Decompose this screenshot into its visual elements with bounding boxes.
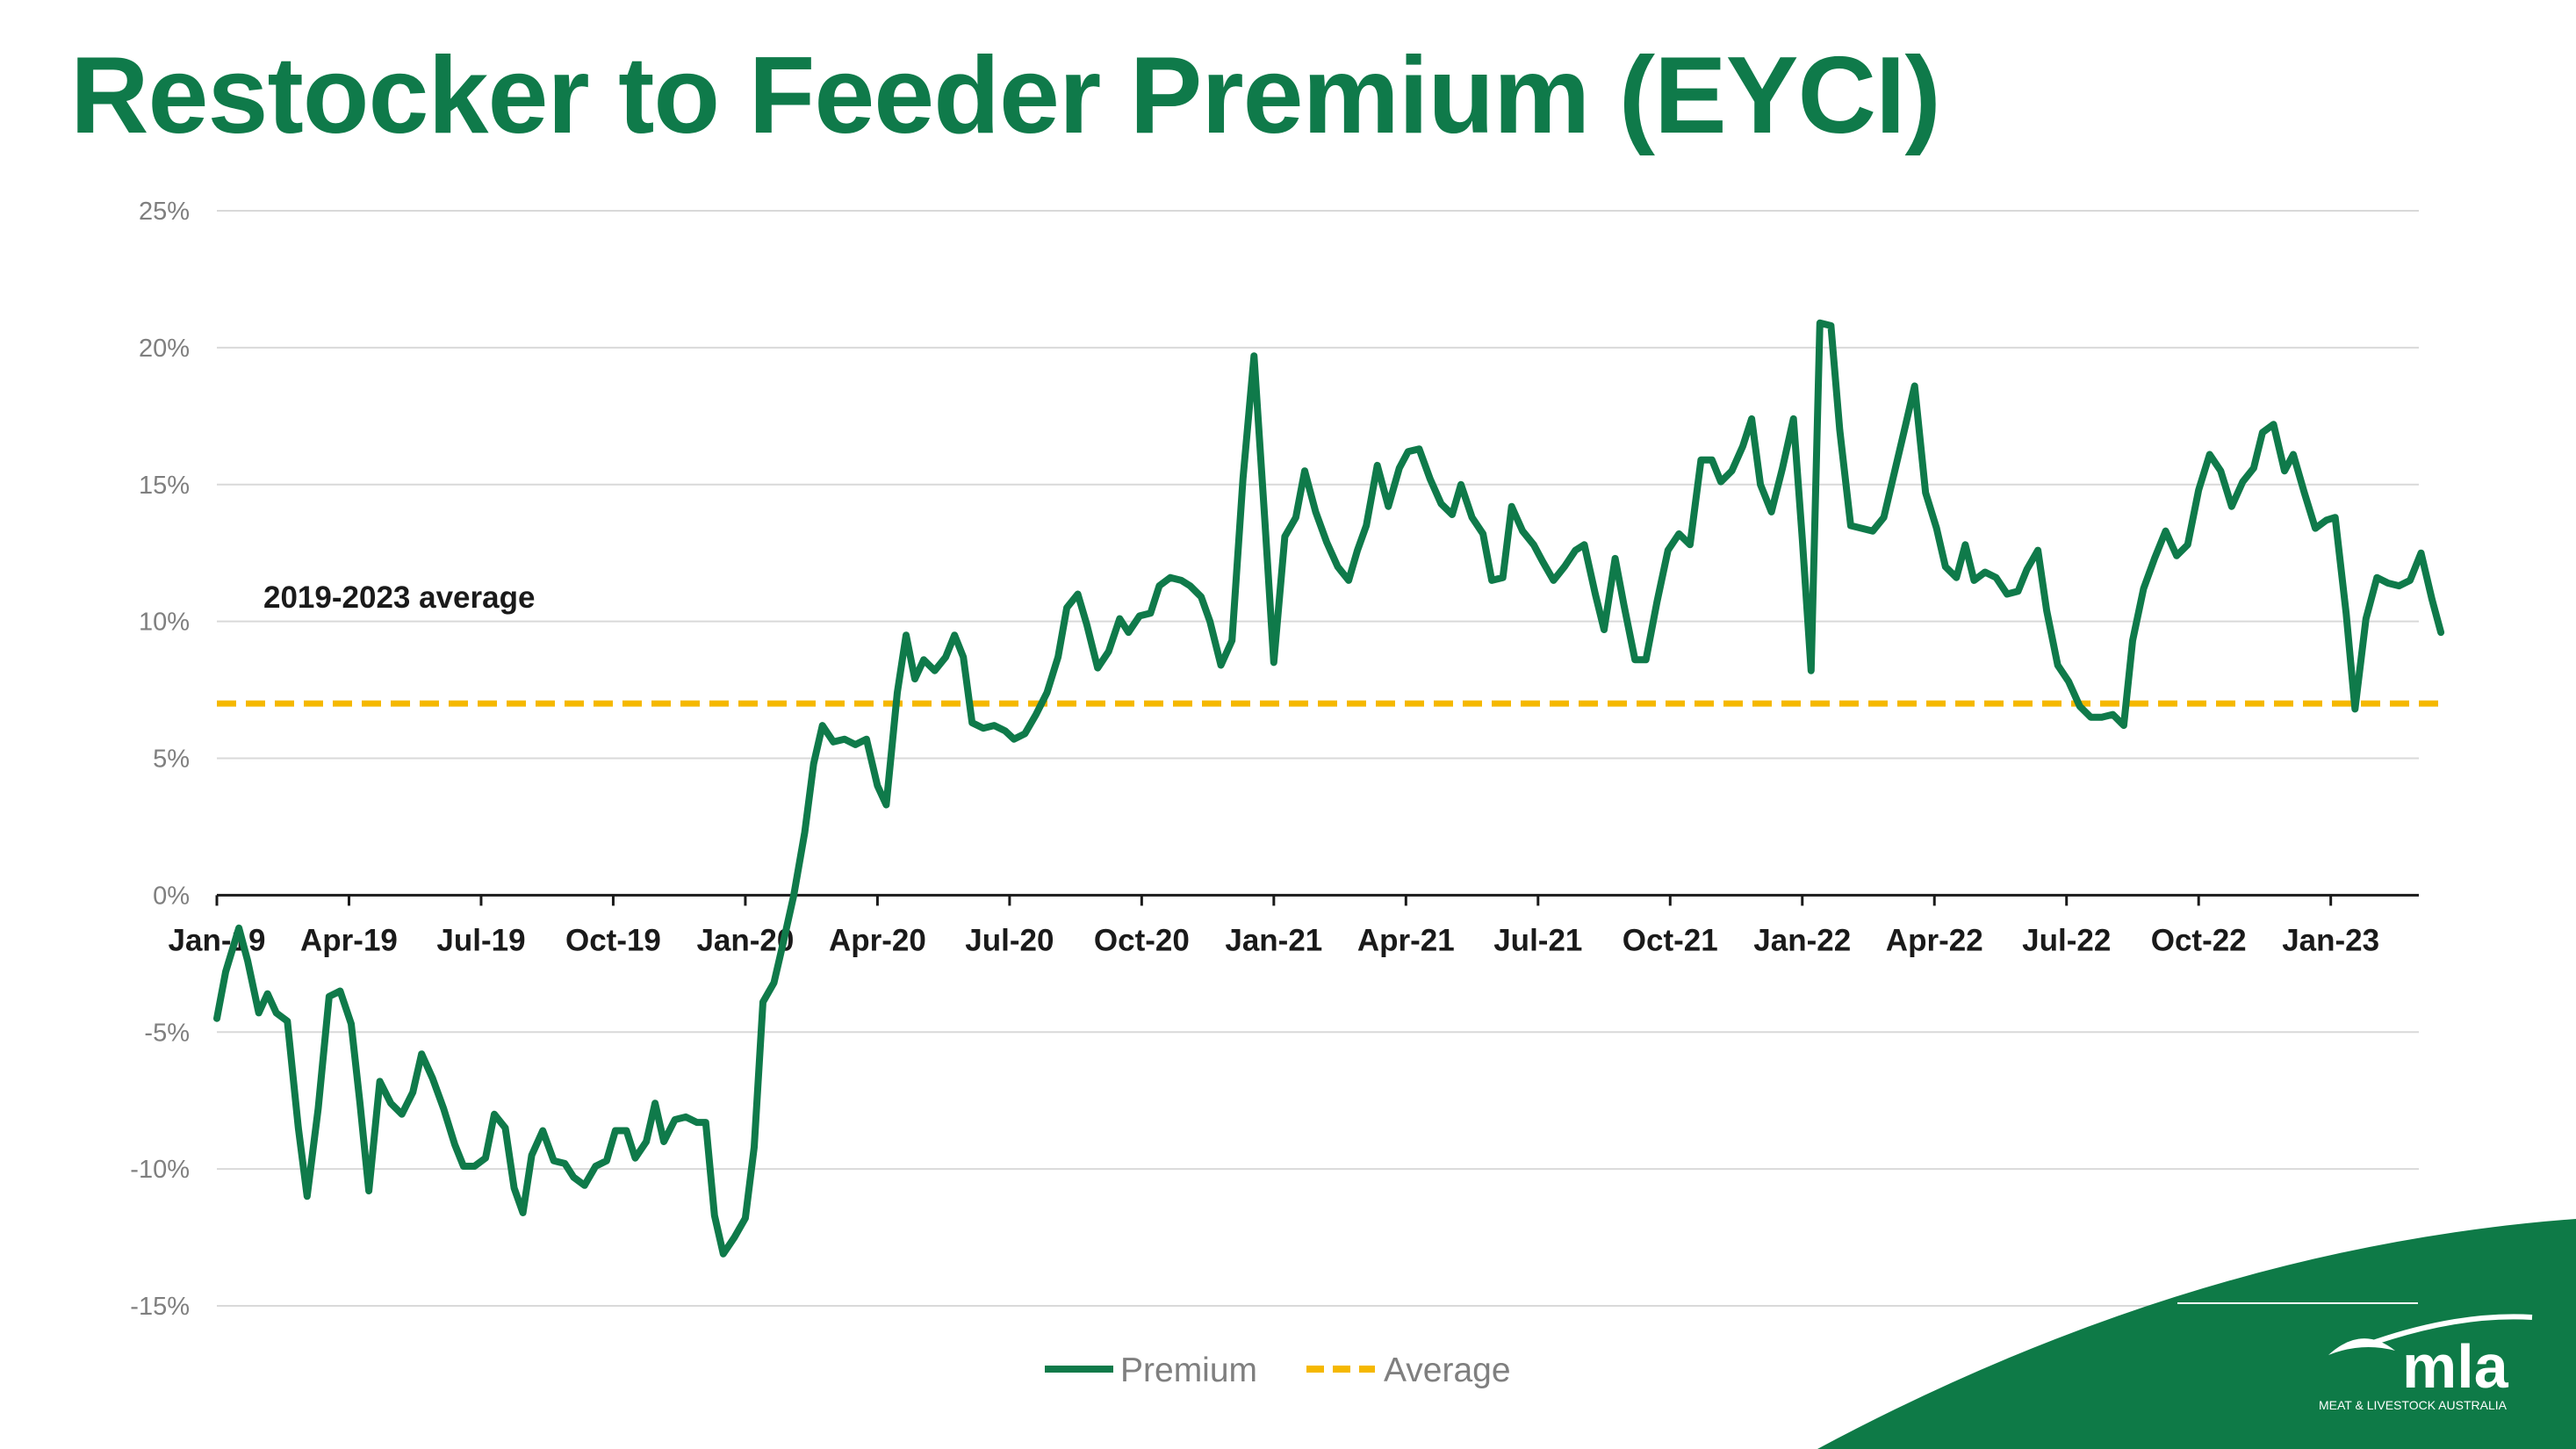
- x-tick-label: Oct-22: [2151, 923, 2247, 957]
- y-tick-label: 10%: [139, 609, 190, 637]
- logo-tagline: MEAT & LIVESTOCK AUSTRALIA: [2319, 1398, 2508, 1412]
- y-tick-label: 15%: [139, 472, 190, 500]
- grid-lines: [217, 210, 2419, 1307]
- y-tick-label: 25%: [139, 198, 190, 226]
- y-tick-label: -5%: [144, 1019, 190, 1047]
- x-tick-label: Jan-23: [2282, 923, 2379, 957]
- series-layer: [213, 319, 2445, 1258]
- x-tick-label: Jul-19: [436, 923, 525, 957]
- y-tick-label: 20%: [139, 335, 190, 363]
- x-tick-label: Oct-19: [565, 923, 661, 957]
- x-tick-label: Jul-22: [2022, 923, 2111, 957]
- average-annotation: 2019-2023 average: [263, 580, 535, 615]
- x-tick-label: Jan-19: [169, 923, 266, 957]
- slide-title: Restocker to Feeder Premium (EYCI): [70, 35, 1941, 156]
- legend-premium-label: Premium: [1120, 1352, 1257, 1389]
- x-tick-label: Oct-21: [1623, 923, 1718, 957]
- x-tick-label: Apr-20: [829, 923, 926, 957]
- x-tick-label: Jan-22: [1753, 923, 1851, 957]
- x-tick-label: Apr-22: [1886, 923, 1983, 957]
- logo-swoosh: [1817, 1219, 2576, 1449]
- y-axis-ticks: 25% 20% 15% 10% 5% 0% -5% -10% -15%: [130, 198, 190, 1321]
- x-axis-ticks: Jan-19 Apr-19 Jul-19 Oct-19 Jan-20 Apr-20 Jul-…: [169, 923, 2380, 957]
- y-tick-label: -15%: [130, 1293, 190, 1321]
- x-tick-label: Jul-20: [965, 923, 1054, 957]
- y-tick-label: -10%: [130, 1156, 190, 1184]
- x-tick-label: Jul-21: [1493, 923, 1582, 957]
- premium-line: [213, 319, 2445, 1258]
- mla-logo: mla MEAT & LIVESTOCK AUSTRALIA: [1817, 1219, 2576, 1449]
- x-axis: [215, 893, 2419, 906]
- y-tick-label: 0%: [153, 882, 190, 910]
- x-tick-label: Apr-21: [1357, 923, 1455, 957]
- x-tick-label: Apr-19: [300, 923, 398, 957]
- x-tick-label: Jan-21: [1225, 923, 1322, 957]
- logo-wordmark: mla: [2402, 1332, 2509, 1401]
- legend[interactable]: Premium Average: [1045, 1352, 1511, 1389]
- legend-average-label: Average: [1384, 1352, 1511, 1389]
- y-tick-label: 5%: [153, 746, 190, 774]
- x-tick-label: Oct-20: [1094, 923, 1190, 957]
- logo-arc-icon: [2370, 1314, 2533, 1346]
